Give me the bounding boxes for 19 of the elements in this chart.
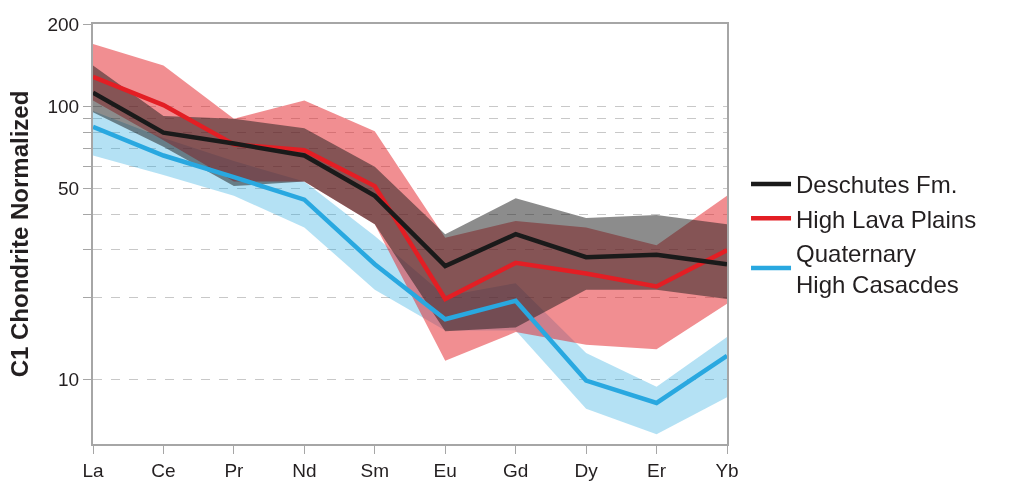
x-tick-label: Nd xyxy=(292,459,317,481)
x-tick-label: Ce xyxy=(151,459,176,481)
y-tick-label: 10 xyxy=(58,369,80,391)
x-tick-label: Eu xyxy=(433,459,457,481)
legend-label: High Lava Plains xyxy=(796,205,977,233)
x-tick-label: Er xyxy=(647,459,667,481)
y-tick-label: 100 xyxy=(47,95,80,117)
y-tick-label: 200 xyxy=(47,13,80,35)
x-tick-label: La xyxy=(82,459,104,481)
y-tick-label: 50 xyxy=(58,178,80,200)
x-tick-label: Sm xyxy=(360,459,390,481)
x-tick-label: Gd xyxy=(502,459,529,481)
x-tick-label: Yb xyxy=(715,459,739,481)
legend-label: Quaternary High Casacdes xyxy=(796,239,959,299)
line-series xyxy=(93,90,727,269)
legend-label: Deschutes Fm. xyxy=(796,171,958,199)
x-tick-label: Pr xyxy=(224,459,245,481)
y-axis-title: C1 Chondrite Normalized xyxy=(6,90,34,378)
x-tick-label: Dy xyxy=(574,459,599,481)
